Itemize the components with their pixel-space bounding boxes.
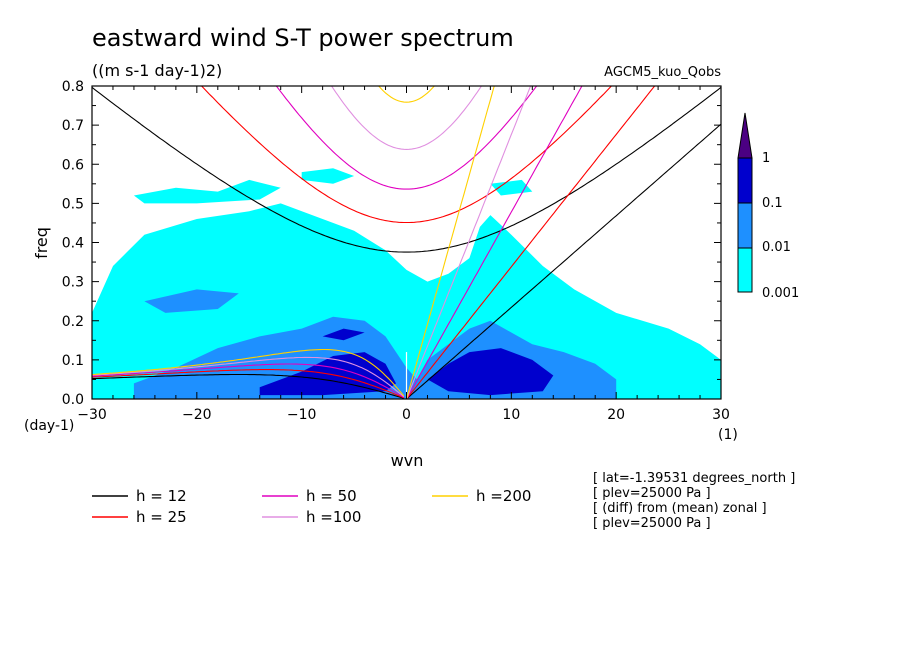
curve-kelvin-h50 xyxy=(406,86,583,399)
colorbar-segment xyxy=(737,157,753,204)
power-region-5 xyxy=(144,289,239,313)
y-tick-label: 0.8 xyxy=(62,79,84,95)
power-region-8 xyxy=(322,328,365,341)
x-unit-label: (1) xyxy=(718,427,738,443)
y-tick-label: 0.3 xyxy=(62,275,84,291)
curve-kelvin-h12 xyxy=(406,123,721,399)
power-region-2 xyxy=(301,168,355,184)
x-tick-label: 10 xyxy=(502,407,520,423)
y-unit-label: (day-1) xyxy=(24,418,74,434)
curve-rossby-h50 xyxy=(92,363,405,398)
chart-title: eastward wind S-T power spectrum xyxy=(92,24,514,52)
power-region-7 xyxy=(427,348,554,396)
y-tick-label: 0.1 xyxy=(62,353,84,369)
x-tick-label: −20 xyxy=(182,407,212,423)
colorbar-label: 0.001 xyxy=(762,286,799,301)
curve-rossby-h200 xyxy=(92,348,405,397)
y-tick-label: 0.4 xyxy=(62,236,84,252)
colorbar-label: 1 xyxy=(762,151,770,166)
y-tick-label: 0.6 xyxy=(62,157,84,173)
info-line: [ plev=25000 Pa ] xyxy=(593,516,711,531)
info-block: [ lat=-1.39531 degrees_north ][ plev=250… xyxy=(593,471,795,531)
model-label: AGCM5_kuo_Qobs xyxy=(604,65,721,80)
y-tick-label: 0.0 xyxy=(62,392,84,408)
colorbar-segment xyxy=(737,247,753,293)
curve-igw-h200 xyxy=(377,86,436,103)
chart-subtitle: ((m s-1 day-1)2) xyxy=(92,61,222,80)
power-region-1 xyxy=(133,179,281,204)
colorbar-label: 0.01 xyxy=(762,240,791,255)
info-line: [ plev=25000 Pa ] xyxy=(593,486,711,501)
curve-rossby-h25 xyxy=(92,369,405,399)
info-line: [ (diff) from (mean) zonal ] xyxy=(593,501,767,516)
legend-label: h = 50 xyxy=(306,487,357,505)
x-tick-label: 0 xyxy=(402,407,411,423)
x-tick-label: 20 xyxy=(607,407,625,423)
x-tick-label: 30 xyxy=(712,407,730,423)
x-axis-ticks: −30 −20 −10 0 10 20 30 xyxy=(77,86,730,423)
curve-kelvin-h200 xyxy=(405,86,495,399)
x-tick-label: −30 xyxy=(77,407,107,423)
colorbar-segment xyxy=(737,202,753,249)
colorbar-label: 0.1 xyxy=(762,196,783,211)
colorbar-top-arrow xyxy=(737,112,753,159)
y-axis-ticks: 0.0 0.1 0.2 0.3 0.4 0.5 0.6 0.7 0.8 xyxy=(62,79,721,408)
colorbar: 0.001 0.01 0.1 1 xyxy=(737,112,799,301)
curve-igw-h50 xyxy=(275,86,538,190)
curve-rossby-h12 xyxy=(92,373,405,399)
curve-kelvin-h100 xyxy=(405,86,532,399)
curve-igw-h100 xyxy=(330,86,483,150)
y-axis-label: freq xyxy=(32,227,51,259)
curve-rossby-h100 xyxy=(92,356,405,398)
x-axis-label: wvn xyxy=(391,451,424,470)
y-tick-label: 0.2 xyxy=(62,314,84,330)
curve-kelvin-h25 xyxy=(406,86,656,399)
legend-label: h = 25 xyxy=(136,508,187,526)
legend-label: h =100 xyxy=(306,508,361,526)
curve-legend: h = 12 h = 25 h = 50 h =100 h =200 xyxy=(92,487,531,526)
legend-label: h =200 xyxy=(476,487,531,505)
y-tick-label: 0.7 xyxy=(62,118,84,134)
curve-igw-h25 xyxy=(200,86,613,224)
power-region-3 xyxy=(490,179,533,196)
dispersion-curves xyxy=(92,86,721,399)
y-tick-label: 0.5 xyxy=(62,196,84,212)
x-tick-label: −10 xyxy=(287,407,317,423)
info-line: [ lat=-1.39531 degrees_north ] xyxy=(593,471,795,486)
power-regions xyxy=(92,168,721,399)
curve-igw-h12 xyxy=(92,86,721,253)
legend-label: h = 12 xyxy=(136,487,187,505)
